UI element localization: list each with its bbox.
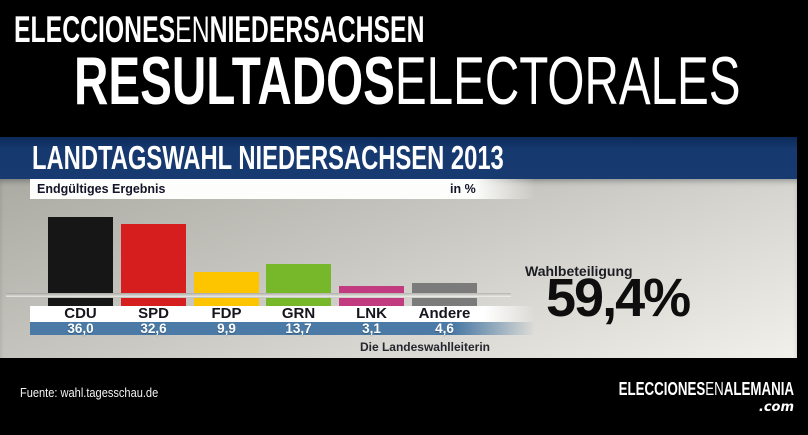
bar-value: 13,7 (285, 321, 312, 336)
bar-stub (194, 298, 259, 306)
infographic-title: LANDTAGSWAHL NIEDERSACHSEN 2013 (32, 139, 504, 176)
banner-word-niedersachsen: NIEDERSACHSEN (209, 9, 425, 50)
bar (121, 224, 186, 293)
banner-word-en: EN (175, 9, 210, 50)
bar (339, 286, 404, 293)
footer-bar: Fuente: wahl.tagesschau.de ELECCIONESENA… (0, 358, 808, 435)
bar-column: FDP 9,9 (194, 179, 259, 358)
banner-word-electorales: ELECTORALES (394, 43, 741, 119)
bar-label: SPD (138, 305, 169, 322)
turnout-value: 59,4% (546, 268, 691, 328)
unit-label: in % (450, 182, 476, 196)
bar-stub (48, 298, 113, 306)
banner-word-resultados: RESULTADOS (74, 43, 395, 119)
bar-column: SPD 32,6 (121, 179, 186, 358)
bar-value: 32,6 (140, 321, 167, 336)
chart-area: Endgültiges Ergebnis in % CDU 36,0 SPD 32,6… (0, 179, 797, 358)
value-band (30, 322, 535, 335)
bar-column: GRN 13,7 (266, 179, 331, 358)
banner-word-elecciones: ELECCIONES (14, 9, 176, 50)
chart-baseline (6, 293, 511, 297)
subtitle-strip: Endgültiges Ergebnis in % (30, 179, 535, 199)
bar-stub (412, 298, 477, 306)
chart-source: Die Landeswahlleiterin (359, 340, 490, 354)
top-banner: ELECCIONESENNIEDERSACHSEN RESULTADOSELEC… (0, 0, 808, 137)
site-logo-text: ELECCIONESENALEMANIA (618, 379, 794, 400)
bar-column: CDU 36,0 (48, 179, 113, 358)
bar (412, 283, 477, 293)
banner-title-line1: ELECCIONESENNIEDERSACHSEN (14, 11, 424, 48)
bar-label: GRN (281, 305, 316, 322)
source-credit: Fuente: wahl.tagesschau.de (20, 385, 159, 400)
bar-stub (121, 298, 186, 306)
party-label-band (30, 306, 535, 322)
result-status-label: Endgültiges Ergebnis (37, 182, 166, 196)
infographic-header: LANDTAGSWAHL NIEDERSACHSEN 2013 (0, 137, 797, 179)
bar-stub (266, 298, 331, 306)
turnout-label: Wahlbeteiligung (525, 263, 633, 279)
bar-value: 3,1 (362, 321, 381, 336)
banner-title-line2: RESULTADOSELECTORALES (74, 47, 741, 115)
infographic-panel: LANDTAGSWAHL NIEDERSACHSEN 2013 Endgülti… (0, 137, 797, 358)
bar (194, 272, 259, 293)
logo-word-elecciones: ELECCIONES (618, 379, 706, 399)
bar-label: LNK (356, 305, 387, 322)
bar (266, 264, 331, 293)
site-logo: ELECCIONESENALEMANIA .com (557, 379, 794, 415)
bar-value: 9,9 (217, 321, 236, 336)
bar (48, 217, 113, 293)
bar-label: Andere (418, 305, 471, 322)
bar-label: FDP (211, 305, 242, 322)
bar-column: Andere 4,6 (412, 179, 477, 358)
bar-value: 4,6 (435, 321, 454, 336)
site-logo-suffix: .com (758, 399, 794, 415)
logo-word-alemania: ALEMANIA (723, 379, 794, 399)
bar-stub (339, 298, 404, 306)
bar-label: CDU (64, 305, 97, 322)
bar-chart: CDU 36,0 SPD 32,6 FDP 9,9 GRN 13,7 LNK 3,1 Andere 4… (0, 179, 797, 358)
logo-word-en: EN (705, 379, 724, 399)
bar-value: 36,0 (67, 321, 94, 336)
bar-column: LNK 3,1 (339, 179, 404, 358)
